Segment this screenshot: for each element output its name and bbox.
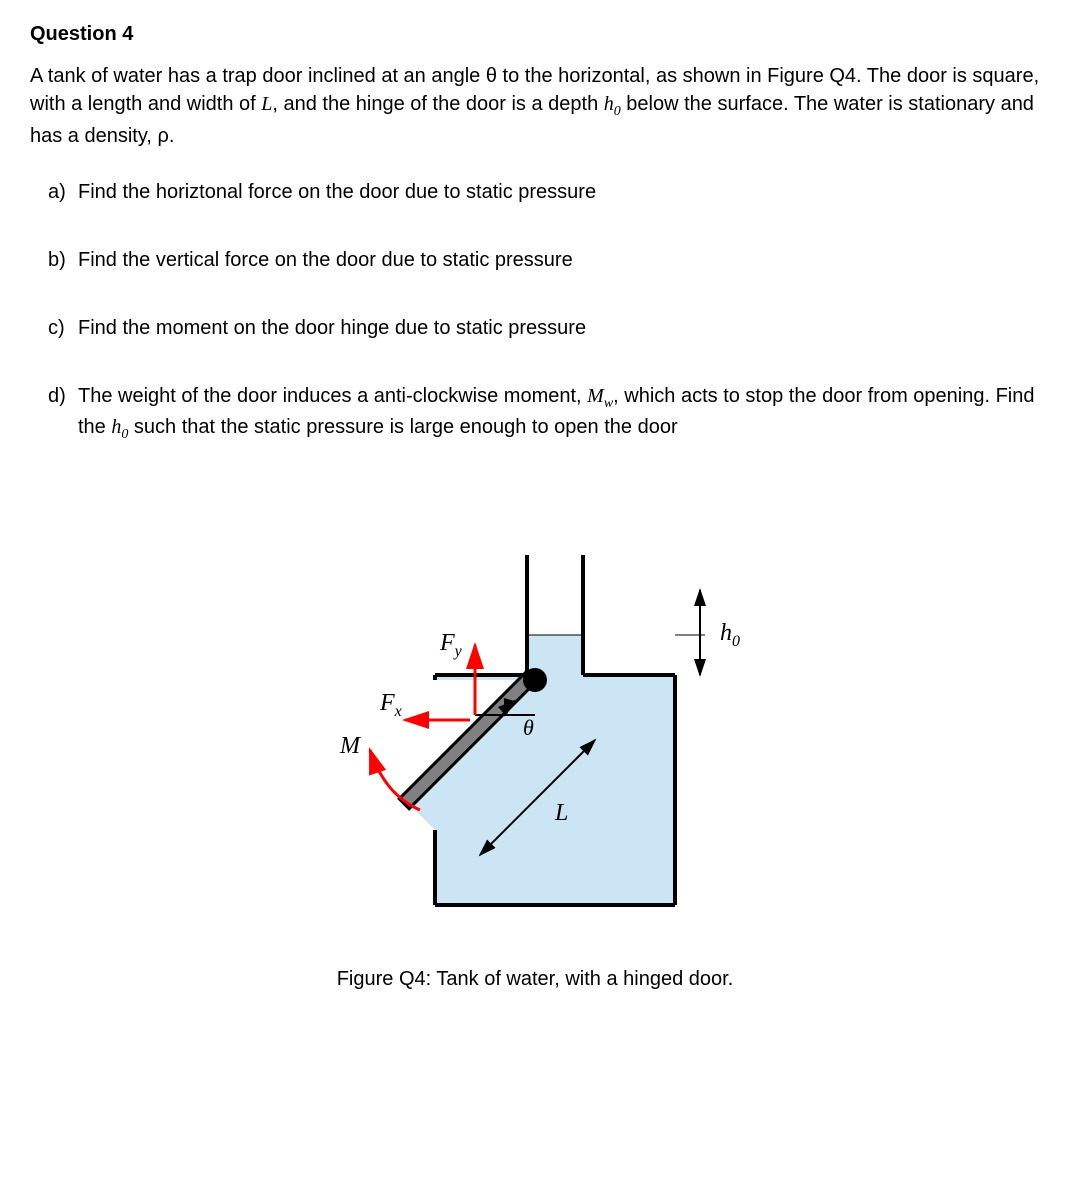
figure-q4: θ L h0 Fy Fx M [305, 535, 765, 935]
h0-label: h0 [720, 620, 740, 650]
part-a-letter: a) [48, 178, 78, 206]
part-b-letter: b) [48, 246, 78, 274]
part-d-Mw: M [587, 385, 604, 407]
figure-caption: Figure Q4: Tank of water, with a hinged … [30, 965, 1040, 993]
hinge [523, 668, 547, 692]
intro-h-sub: 0 [614, 104, 621, 119]
intro-paragraph: A tank of water has a trap door inclined… [30, 62, 1040, 150]
part-d-letter: d) [48, 382, 78, 445]
question-title: Question 4 [30, 20, 1040, 48]
intro-L: L [261, 93, 272, 115]
part-c-text: Find the moment on the door hinge due to… [78, 314, 586, 342]
part-c-letter: c) [48, 314, 78, 342]
part-d-h0: h [111, 416, 121, 438]
L-label: L [554, 800, 568, 826]
Fy-label: Fy [439, 630, 463, 660]
part-d-text-3: such that the static pressure is large e… [128, 416, 677, 438]
Fx-label: Fx [379, 690, 402, 720]
M-label: M [339, 733, 362, 759]
part-b: b) Find the vertical force on the door d… [48, 246, 1040, 274]
part-b-text: Find the vertical force on the door due … [78, 246, 573, 274]
part-d-text-1: The weight of the door induces a anti-cl… [78, 385, 587, 407]
part-d-text: The weight of the door induces a anti-cl… [78, 382, 1040, 445]
figure-container: θ L h0 Fy Fx M [30, 535, 1040, 935]
intro-text-2: , and the hinge of the door is a depth [272, 93, 603, 115]
theta-label: θ [523, 715, 534, 740]
part-d: d) The weight of the door induces a anti… [48, 382, 1040, 445]
part-a-text: Find the horiztonal force on the door du… [78, 178, 596, 206]
part-d-Mw-sub: w [604, 396, 613, 411]
part-c: c) Find the moment on the door hinge due… [48, 314, 1040, 342]
part-a: a) Find the horiztonal force on the door… [48, 178, 1040, 206]
intro-h: h [604, 93, 614, 115]
